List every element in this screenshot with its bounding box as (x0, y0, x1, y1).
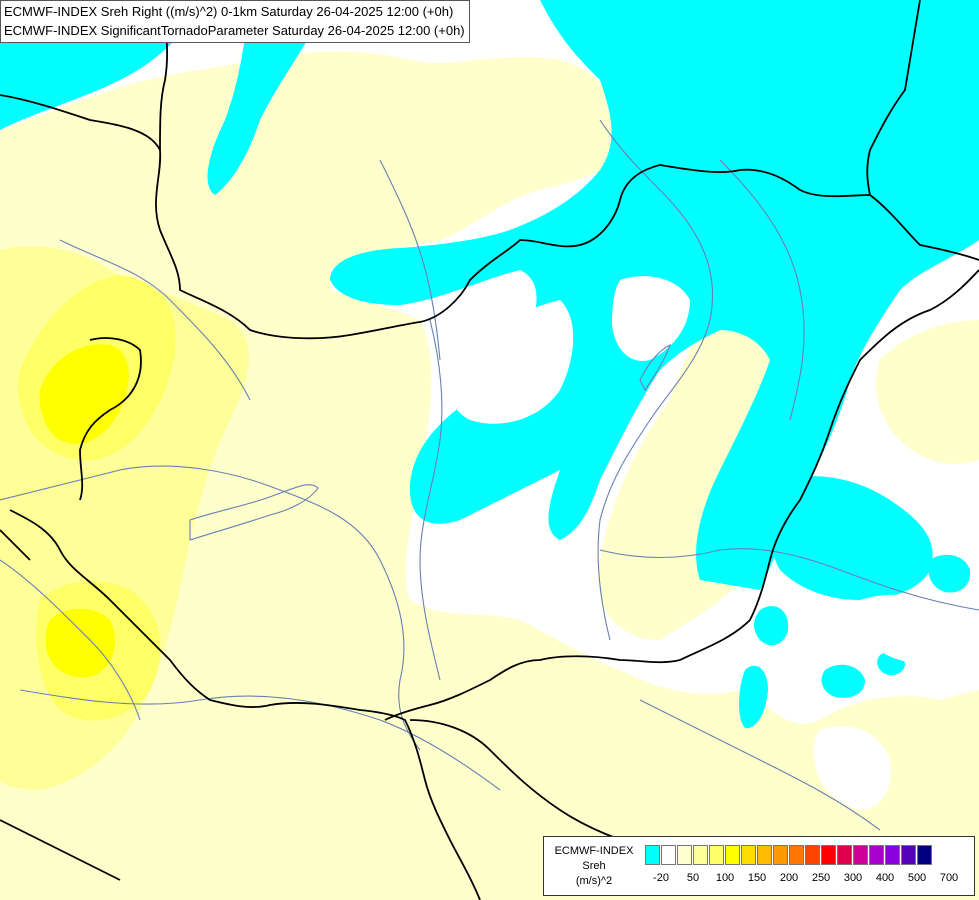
white-gap-southeast (854, 594, 969, 665)
river-line (639, 343, 671, 392)
yellow-fields (0, 51, 979, 900)
color-legend: ECMWF-INDEX Sreh (m/s)^2 -20 50 100 150 200 2… (543, 836, 975, 896)
river-line (597, 119, 714, 641)
legend-tick-label: 400 (875, 872, 895, 884)
cyan-patch-east-3 (821, 664, 865, 698)
cyan-patch-east-5 (739, 665, 768, 729)
river-line (189, 484, 319, 541)
cyan-patch-central (554, 468, 591, 529)
legend-swatch (773, 845, 788, 865)
legend-swatch (821, 845, 836, 865)
legend-swatch (693, 845, 708, 865)
legend-swatch (709, 845, 724, 865)
map-title-box: ECMWF-INDEX Sreh Right ((m/s)^2) 0-1km S… (0, 0, 470, 43)
white-gap-east (612, 276, 690, 361)
river-line (0, 559, 141, 721)
pale-yellow-region-far-east (876, 320, 979, 464)
map-title-line-1: ECMWF-INDEX Sreh Right ((m/s)^2) 0-1km S… (4, 4, 454, 19)
legend-label-line: ECMWF-INDEX (554, 845, 634, 857)
cyan-patch-east-2 (754, 606, 789, 646)
legend-swatch (869, 845, 884, 865)
legend-swatch (853, 845, 868, 865)
legend-swatch (645, 845, 660, 865)
legend-swatch (757, 845, 772, 865)
river-line (419, 319, 443, 681)
legend-label-line: (m/s)^2 (575, 875, 613, 887)
legend-tick-label: 150 (747, 872, 767, 884)
border-line (9, 509, 481, 900)
legend-tick-label: 700 (939, 872, 959, 884)
white-gap-center (446, 300, 574, 424)
river-line (639, 699, 881, 831)
legend-swatch (725, 845, 740, 865)
map-title-line-2: ECMWF-INDEX SignificantTornadoParameter … (4, 23, 465, 38)
legend-tick-label: 50 (686, 872, 700, 884)
legend-swatches (645, 845, 933, 865)
legend-swatch (917, 845, 932, 865)
cyan-patch-east-1 (928, 554, 971, 593)
legend-swatch (885, 845, 900, 865)
legend-tick-label: 250 (811, 872, 831, 884)
cyan-region-north-tongue (207, 0, 330, 195)
cyan-region-southeast (768, 476, 933, 600)
legend-tick-label: -20 (653, 872, 669, 884)
legend-swatch (677, 845, 692, 865)
border-line (0, 819, 121, 881)
legend-tick-label: 200 (779, 872, 799, 884)
border-line (409, 719, 651, 851)
legend-tick-label: 500 (907, 872, 927, 884)
river-line (379, 159, 441, 361)
legend-swatch (741, 845, 756, 865)
river-line (59, 239, 251, 401)
white-gap-south (813, 726, 891, 810)
legend-swatch (805, 845, 820, 865)
legend-swatch (837, 845, 852, 865)
border-line (0, 529, 31, 561)
legend-label: ECMWF-INDEX Sreh (m/s)^2 (544, 844, 644, 889)
border-line (79, 337, 142, 501)
border-line (0, 94, 979, 340)
pale-yellow-region-west (0, 51, 979, 900)
legend-label-line: Sreh (582, 860, 606, 872)
legend-ticks: -20 50 100 150 200 250 300 400 500 700 (645, 872, 975, 888)
river-line (0, 465, 421, 751)
bright-yellow-core-north (39, 344, 129, 444)
river-line (599, 548, 979, 611)
rivers (0, 119, 979, 831)
bright-yellow-core-south (45, 608, 115, 678)
river-line (19, 689, 501, 791)
legend-tick-label: 100 (715, 872, 735, 884)
white-gaps (446, 276, 969, 810)
border-line (384, 269, 979, 721)
legend-tick-label: 300 (843, 872, 863, 884)
legend-swatch (901, 845, 916, 865)
legend-swatch (789, 845, 804, 865)
legend-swatch (661, 845, 676, 865)
river-line (719, 159, 805, 421)
border-line (866, 0, 921, 196)
